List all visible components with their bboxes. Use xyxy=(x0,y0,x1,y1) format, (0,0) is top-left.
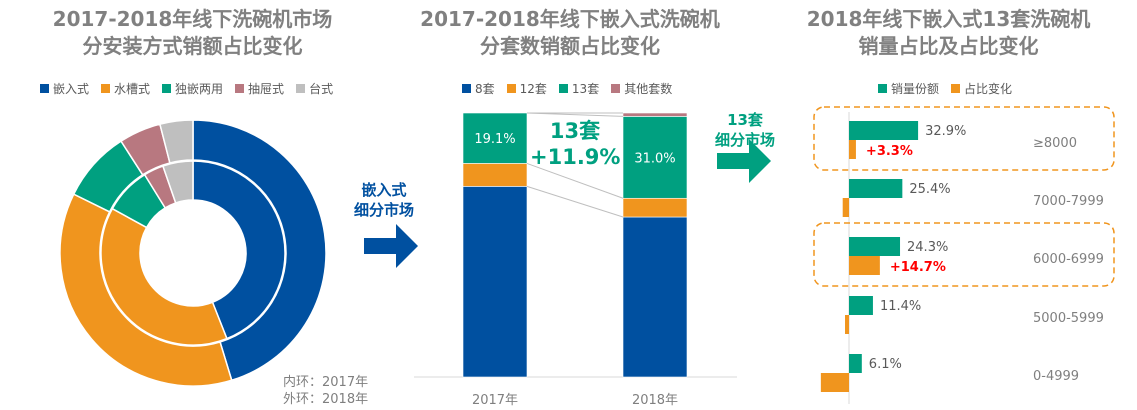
legend-label: 12套 xyxy=(519,82,547,96)
chart2-title: 2017-2018年线下嵌入式洗碗机 分套数销额占比变化 xyxy=(420,7,720,58)
connector-line xyxy=(526,185,624,218)
bar-segment xyxy=(462,163,528,187)
legend-swatch xyxy=(611,84,621,93)
chart3-title: 2018年线下嵌入式13套洗碗机 销量占比及占比变化 xyxy=(806,7,1091,58)
share-bar xyxy=(849,296,873,315)
legend-label: 13套 xyxy=(571,82,600,96)
legend-swatch xyxy=(506,84,516,93)
legend-swatch xyxy=(462,84,471,93)
legend-swatch xyxy=(101,84,111,93)
legend-label: 嵌入式 xyxy=(53,82,90,96)
share-label: 24.3% xyxy=(907,240,948,255)
legend-label: 8套 xyxy=(475,82,495,96)
highlight-box xyxy=(813,222,1115,287)
change-bar xyxy=(842,198,849,217)
connector-line xyxy=(526,162,624,199)
legend-swatch xyxy=(558,84,568,93)
legend-item: 销量份额 xyxy=(878,80,939,97)
legend-item: 12套 xyxy=(506,80,547,97)
legend-swatch xyxy=(235,84,245,93)
bar-segment xyxy=(622,197,688,218)
ring-note: 内环：2017年 外环：2018年 xyxy=(283,374,368,408)
x-tick-label: 2017年 xyxy=(472,393,518,408)
right-arrow-icon xyxy=(717,139,771,183)
change-label: +3.3% xyxy=(866,144,913,159)
arrow-label-line: 嵌入式 xyxy=(361,181,407,199)
legend-item: 抽屉式 xyxy=(235,80,284,97)
annotation-line: +11.9% xyxy=(530,145,621,169)
share-label: 25.4% xyxy=(909,182,950,197)
legend-item: 占比变化 xyxy=(951,80,1012,97)
left-arrow-label: 嵌入式 细分市场 xyxy=(350,180,418,220)
legend-label: 水槽式 xyxy=(114,82,151,96)
outer-ring-slice-4 xyxy=(159,119,194,164)
change-label: +14.7% xyxy=(890,260,946,275)
connector-line xyxy=(526,112,624,117)
inner-ring-slice-0 xyxy=(192,160,286,340)
chart1-legend: 嵌入式 水槽式 独嵌两用 抽屉式 台式 xyxy=(40,80,333,97)
legend-label: 销量份额 xyxy=(891,82,940,96)
legend-label: 台式 xyxy=(309,82,334,96)
outer-ring-note: 外环：2018年 xyxy=(283,392,369,407)
arrow-label-line: 细分市场 xyxy=(714,131,775,149)
legend-label: 抽屉式 xyxy=(248,82,285,96)
y-tick-label: 5000-5999 xyxy=(1033,311,1104,326)
share-bar xyxy=(849,179,903,198)
data-label: 31.0% xyxy=(634,151,675,166)
share-bar xyxy=(849,237,901,256)
legend-item: 其他套数 xyxy=(611,80,672,97)
share-label: 32.9% xyxy=(925,124,966,139)
share-label: 11.4% xyxy=(880,299,921,314)
chart1-title: 2017-2018年线下洗碗机市场 分安装方式销额占比变化 xyxy=(52,7,333,58)
share-bar xyxy=(849,354,862,373)
arrow-label-line: 细分市场 xyxy=(353,201,414,219)
legend-swatch xyxy=(878,84,887,93)
change-bar xyxy=(845,315,849,334)
legend-item: 嵌入式 xyxy=(40,80,89,97)
inner-ring-slice-1 xyxy=(100,207,228,346)
bar-segment xyxy=(462,112,528,164)
legend-label: 占比变化 xyxy=(964,82,1013,96)
inner-ring-note: 内环：2017年 xyxy=(283,375,369,390)
legend-item: 台式 xyxy=(296,80,333,97)
legend-label: 独嵌两用 xyxy=(175,82,224,96)
bar-segment xyxy=(622,112,688,117)
y-tick-label: 7000-7999 xyxy=(1033,194,1104,209)
right-arrow-icon xyxy=(364,224,418,268)
legend-label: 其他套数 xyxy=(624,82,673,96)
x-tick-label: 2018年 xyxy=(632,393,678,408)
change-bar xyxy=(820,373,849,392)
legend-swatch xyxy=(296,84,306,93)
y-tick-label: 6000-6999 xyxy=(1033,252,1104,267)
chart2-legend: 8套 12套 13套 其他套数 xyxy=(462,80,672,97)
outer-ring-slice-0 xyxy=(192,119,327,382)
bar-segment xyxy=(462,186,528,378)
arrow-label-line: 13套 xyxy=(727,111,763,129)
inner-ring-slice-4 xyxy=(161,160,194,204)
legend-item: 8套 xyxy=(462,80,495,97)
change-bar xyxy=(849,140,856,159)
right-arrow-label: 13套 细分市场 xyxy=(710,110,780,150)
share-bar xyxy=(849,121,919,140)
change-annotation: 13套 +11.9% xyxy=(530,118,620,170)
highlight-box xyxy=(813,106,1115,171)
annotation-line: 13套 xyxy=(549,119,601,143)
chart3-legend: 销量份额 占比变化 xyxy=(878,80,1012,97)
change-bar xyxy=(849,256,880,275)
share-label: 6.1% xyxy=(869,357,902,372)
y-tick-label: ≥8000 xyxy=(1033,136,1077,151)
bar-segment xyxy=(622,216,688,378)
legend-swatch xyxy=(162,84,172,93)
outer-ring-slice-1 xyxy=(59,193,233,387)
y-tick-label: 0-4999 xyxy=(1033,369,1079,384)
legend-swatch xyxy=(951,84,961,93)
legend-item: 独嵌两用 xyxy=(162,80,223,97)
legend-swatch xyxy=(40,84,49,93)
data-label: 19.1% xyxy=(474,132,515,147)
legend-item: 13套 xyxy=(558,80,600,97)
legend-item: 水槽式 xyxy=(101,80,150,97)
